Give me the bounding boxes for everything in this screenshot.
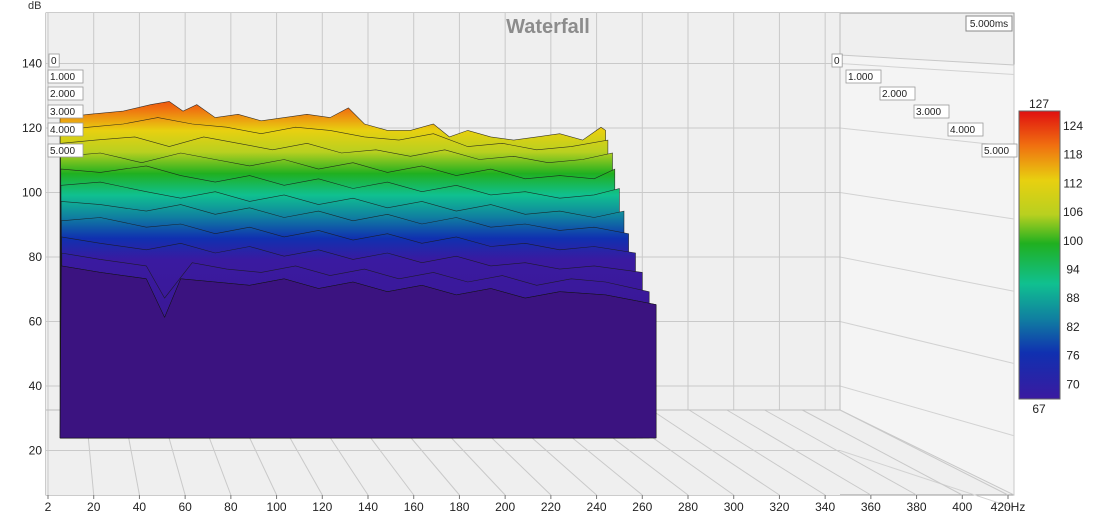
time-tick-box xyxy=(47,143,84,158)
time-tick-label: 4.000 xyxy=(950,125,975,136)
x-tick-label: 100 xyxy=(267,500,287,514)
time-tick-box xyxy=(981,143,1018,158)
x-axis: 2 20 40 60 80 100 120 140 160 180 200 220 240 260 280 3… xyxy=(45,495,1026,514)
time-tick-box xyxy=(879,86,916,101)
grid-line-floor xyxy=(688,409,826,496)
colorbar-tick-label: 70 xyxy=(1066,377,1080,391)
grid-line-floor xyxy=(726,409,872,496)
time-tick-box xyxy=(48,53,60,68)
time-tick-box xyxy=(47,122,84,137)
time-tick-box xyxy=(913,104,950,119)
x-tick-label: 160 xyxy=(404,500,424,514)
x-tick-label: 400 xyxy=(952,500,972,514)
grid-line-side xyxy=(839,63,1015,76)
colorbar-tick-label: 94 xyxy=(1066,263,1080,277)
x-tick-label: 220 xyxy=(541,500,561,514)
time-tick-box xyxy=(47,69,84,84)
time-tick-label: 4.000 xyxy=(50,125,75,136)
colorbar-tick-label: 82 xyxy=(1066,320,1080,334)
colorbar-tick-label: 76 xyxy=(1066,349,1080,363)
x-tick-label: 300 xyxy=(724,500,744,514)
time-tick-label: 2.000 xyxy=(882,89,907,100)
x-tick-label: 240 xyxy=(587,500,607,514)
grid-line-side xyxy=(839,256,1015,292)
x-tick-label: 180 xyxy=(449,500,469,514)
x-tick-label: 320 xyxy=(769,500,789,514)
y-tick-label: 140 xyxy=(22,57,42,71)
colorbar-top-label: 127 xyxy=(1029,97,1049,111)
waterfall-floor-block xyxy=(59,265,657,439)
x-tick-label: 40 xyxy=(133,500,147,514)
y-tick-label: 20 xyxy=(29,444,43,458)
time-tick-box xyxy=(831,53,843,68)
time-tick-box xyxy=(47,104,84,119)
grid-line-side xyxy=(839,192,1015,220)
grid-line-floor xyxy=(764,409,917,496)
x-tick-label: 120 xyxy=(312,500,332,514)
time-tick-label: 5.000 xyxy=(50,146,75,157)
time-tick-label: 5.000 xyxy=(984,146,1009,157)
x-tick-label: 200 xyxy=(495,500,515,514)
x-tick-label: 260 xyxy=(632,500,652,514)
time-tick-label: 1.000 xyxy=(848,72,873,83)
time-tick-label: 0 xyxy=(834,56,840,67)
y-axis: 20 40 60 80 100 120 140 xyxy=(22,57,42,458)
colorbar-tick-label: 124 xyxy=(1063,119,1083,133)
grid-line-floor xyxy=(651,409,780,496)
x-tick-label: 2 xyxy=(45,500,52,514)
x-tick-label: 380 xyxy=(907,500,927,514)
time-tick-label: 1.000 xyxy=(50,72,75,83)
time-tick-box xyxy=(47,86,84,101)
colorbar-tick-label: 100 xyxy=(1063,234,1083,248)
y-tick-label: 120 xyxy=(22,121,42,135)
x-tick-label: 20 xyxy=(87,500,101,514)
time-unit-label: 5.000ms xyxy=(970,19,1008,30)
grid-line-side xyxy=(839,321,1015,364)
time-tick-label: 3.000 xyxy=(50,107,75,118)
x-tick-label: 60 xyxy=(178,500,192,514)
y-tick-label: 80 xyxy=(29,250,43,264)
y-tick-label: 100 xyxy=(22,186,42,200)
time-tick-label: 2.000 xyxy=(50,89,75,100)
time-unit-box: 5.000ms xyxy=(965,15,1013,32)
time-tick-label: 0 xyxy=(51,56,57,67)
colorbar-tick-label: 106 xyxy=(1063,205,1083,219)
x-tick-label: 340 xyxy=(815,500,835,514)
chart-title: Waterfall xyxy=(506,16,590,38)
grid-line-floor xyxy=(839,409,1009,496)
x-tick-label: 140 xyxy=(358,500,378,514)
y-tick-label: 40 xyxy=(29,379,43,393)
colorbar-ticks: 124 118 112 106 100 94 88 82 76 70 xyxy=(1063,119,1083,391)
colorbar: 127 67 124 118 112 106 100 94 88 82 76 70 xyxy=(1018,97,1083,416)
time-tick-label: 3.000 xyxy=(916,107,941,118)
colorbar-tick-label: 118 xyxy=(1063,148,1082,162)
colorbar-bottom-label: 67 xyxy=(1032,402,1046,416)
x-tick-label: 420Hz xyxy=(991,500,1026,514)
colorbar-tick-label: 112 xyxy=(1063,176,1082,190)
grid-line-side xyxy=(839,385,1015,437)
time-tick-box xyxy=(845,69,882,84)
colorbar-tick-label: 88 xyxy=(1066,291,1080,305)
colorbar-scale xyxy=(1018,110,1061,400)
y-tick-label: 60 xyxy=(29,315,43,329)
time-axis: 0 1.000 2.000 3.000 4.000 5.000 0 1.000 2.000 3.0… xyxy=(47,53,1018,158)
x-tick-label: 280 xyxy=(678,500,698,514)
waterfall-surface xyxy=(59,101,657,439)
x-tick-label: 80 xyxy=(224,500,238,514)
grid-line-side xyxy=(839,450,1015,509)
y-unit-label: dB xyxy=(28,0,41,12)
x-tick-label: 360 xyxy=(861,500,881,514)
time-tick-box xyxy=(947,122,984,137)
grid-line-floor xyxy=(802,409,963,496)
